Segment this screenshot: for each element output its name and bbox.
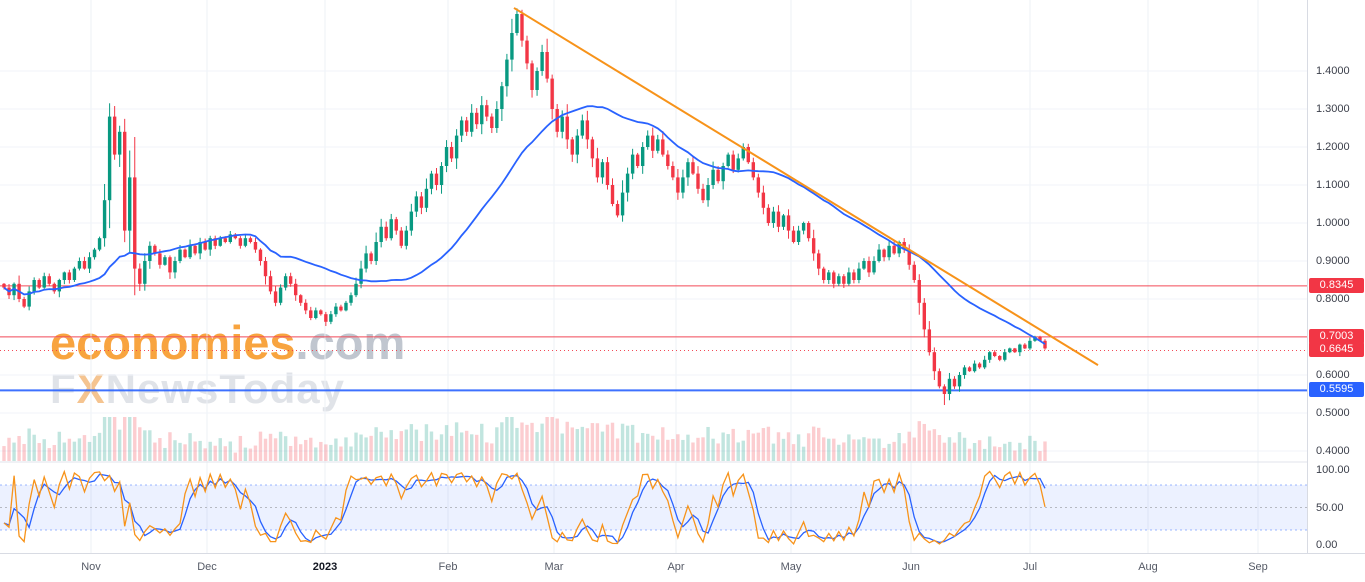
price-level-badge: 0.7003 [1309,328,1364,344]
price-tick-label: 0.9000 [1316,255,1350,267]
time-tick-label: Apr [667,561,685,573]
price-tick-label: 0.8000 [1316,293,1350,305]
price-level-lines [0,285,1307,392]
descending-trendline [513,7,1099,366]
time-axis[interactable]: Nov Dec 2023 Feb Mar Apr May Jun Jul Aug Sep [0,553,1365,582]
time-tick-label: Mar [544,561,564,573]
price-level-badge: 0.8345 [1309,277,1364,293]
time-tick-label: Aug [1138,561,1158,573]
price-tick-label: 1.0000 [1316,217,1350,229]
moving-average-line [3,105,1046,345]
oscillator-tick-label: 0.00 [1316,539,1338,551]
price-tick-label: 0.5000 [1316,407,1350,419]
time-tick-label: 2023 [312,561,338,573]
watermark-sub-rest: NewsToday [105,365,345,413]
price-tick-label: 1.4000 [1316,65,1350,77]
price-tick-label: 1.2000 [1316,141,1350,153]
chart-canvas[interactable] [0,0,1307,553]
grid-lines [0,0,1307,553]
watermark-sub-f: F [50,365,77,413]
price-axis[interactable]: 1.4000 1.3000 1.2000 1.1000 1.0000 0.9000 0.80… [1307,0,1365,553]
price-tick-label: 1.3000 [1316,103,1350,115]
candlestick-series [2,8,1047,406]
price-tick-label: 0.4000 [1316,445,1350,457]
time-tick-label: Dec [197,561,217,573]
price-level-badge: 0.5595 [1309,382,1364,398]
time-tick-label: May [780,561,802,573]
oscillator-tick-label: 100.00 [1316,464,1350,476]
time-tick-label: Jul [1022,561,1038,573]
price-level-badge: 0.6645 [1309,342,1364,358]
price-tick-label: 1.1000 [1316,179,1350,191]
oscillator-tick-label: 50.00 [1316,501,1344,514]
volume-series [2,417,1047,461]
time-tick-label: Jun [902,561,920,573]
price-tick-label: 0.6000 [1316,369,1350,381]
time-tick-label: Feb [438,561,458,573]
time-tick-label: Nov [81,561,101,573]
watermark-domain: .com [295,316,406,369]
stochastic-indicator [0,469,1307,546]
time-tick-label: Sep [1248,561,1268,573]
watermark: economies.com FXNewsToday [50,318,405,411]
